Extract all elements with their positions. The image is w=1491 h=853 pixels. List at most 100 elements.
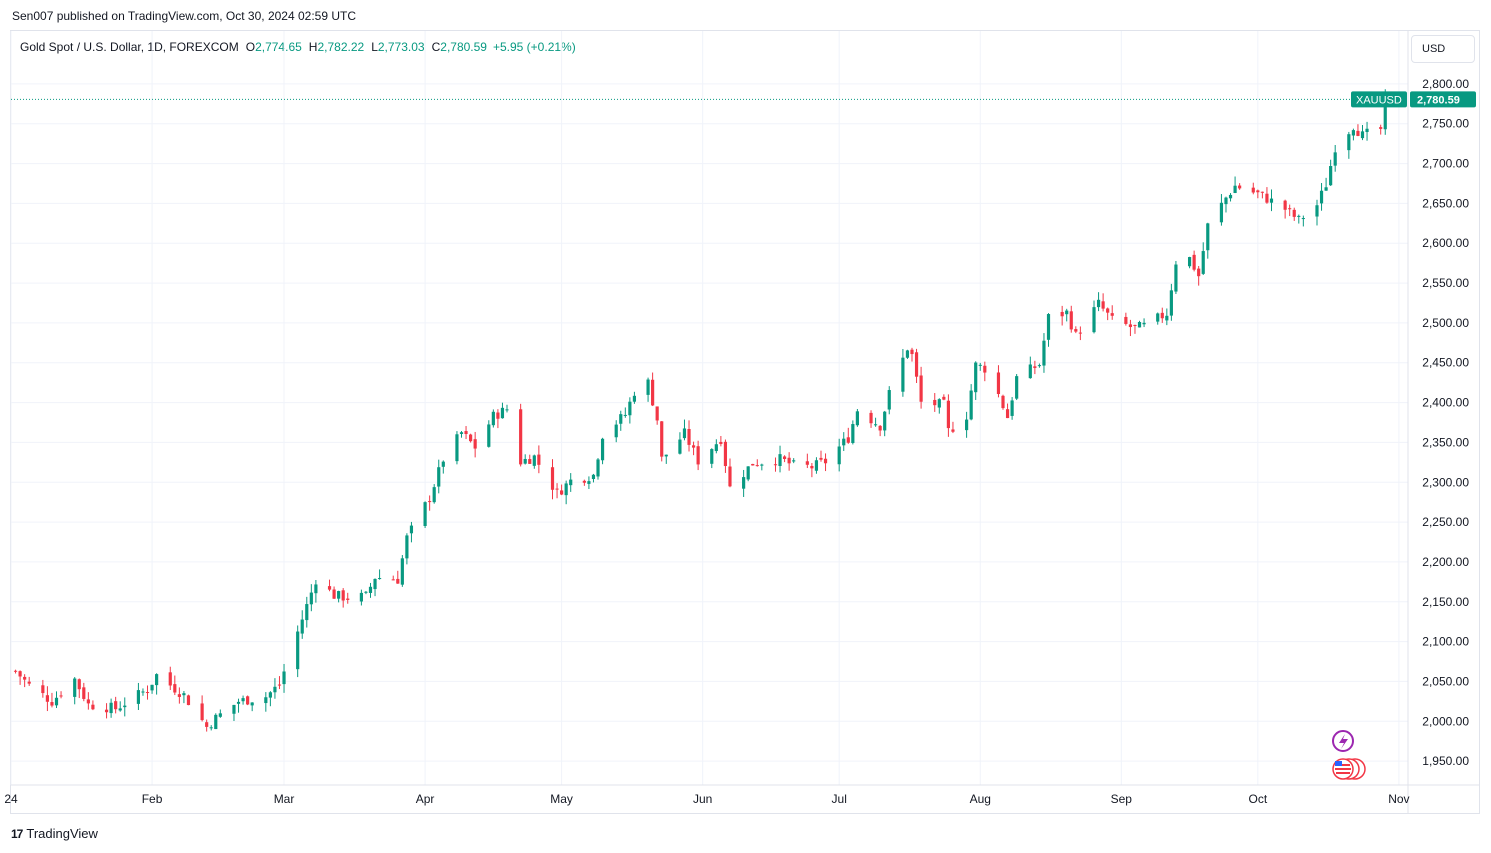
last-price-label: 2,780.59	[1417, 94, 1460, 106]
price-tick-label: 2,100.00	[1422, 635, 1469, 649]
candle-body	[933, 399, 937, 406]
candle-body	[1037, 365, 1042, 367]
candle-body	[205, 722, 209, 727]
tradingview-logo[interactable]: 17 TradingView	[11, 826, 98, 841]
candle	[619, 410, 623, 431]
candle	[1005, 403, 1010, 419]
legend-change: +5.95 (+0.21%)	[492, 40, 576, 54]
candle-body	[150, 684, 154, 691]
candle	[246, 695, 250, 706]
candle-body	[1288, 208, 1292, 210]
candle	[141, 688, 145, 696]
candle-body	[528, 459, 532, 464]
candle-body	[646, 379, 650, 395]
price-tick-label: 2,800.00	[1422, 77, 1469, 91]
candle	[933, 393, 937, 412]
candle	[500, 402, 505, 419]
legend-open-value: 2,774.65	[255, 40, 302, 54]
candle	[1292, 207, 1296, 221]
candle-body	[582, 480, 586, 483]
candle	[1379, 124, 1383, 135]
candle-body	[660, 421, 664, 457]
time-tick-label: Mar	[274, 792, 295, 806]
candle	[136, 682, 141, 711]
candle	[855, 408, 859, 427]
candle	[1133, 324, 1137, 334]
candle-body	[910, 349, 914, 355]
candle-body	[491, 411, 495, 426]
lightning-icon[interactable]	[1332, 730, 1354, 752]
candle	[655, 406, 659, 425]
candle-body	[855, 411, 859, 426]
candle	[564, 480, 568, 505]
candle-body	[296, 631, 300, 670]
candle	[555, 483, 559, 499]
candle-body	[327, 586, 332, 590]
candle	[27, 676, 31, 686]
candle-body	[614, 424, 618, 438]
candle	[651, 372, 655, 407]
candle	[914, 348, 919, 383]
price-axis: 1,950.00 2,000.00 2,050.00 2,100.00 2,150.00…	[1407, 31, 1469, 813]
candle-body	[965, 419, 969, 431]
candle	[496, 409, 500, 429]
candle-body	[1065, 310, 1069, 315]
candle-body	[883, 411, 887, 431]
candle-body	[1292, 209, 1296, 217]
price-tick-label: 1,950.00	[1422, 754, 1469, 768]
candle	[1269, 189, 1274, 212]
candle	[13, 669, 18, 674]
candle-body	[123, 705, 127, 708]
candle-body	[23, 676, 27, 680]
candle-body	[1174, 264, 1178, 292]
candle	[1142, 318, 1146, 328]
candle	[305, 596, 309, 628]
candle-body	[714, 444, 718, 452]
candle	[400, 555, 404, 587]
candle	[1297, 214, 1301, 224]
candle	[250, 702, 254, 712]
tradingview-mark-icon: 17	[11, 826, 23, 841]
candle	[18, 670, 22, 685]
candle	[1251, 182, 1255, 195]
candle-body	[423, 502, 427, 527]
candle	[814, 457, 819, 474]
candle-body	[1106, 308, 1110, 313]
candle-body	[1128, 324, 1133, 328]
candle	[1315, 199, 1319, 226]
candle	[582, 479, 586, 486]
candle-body	[1315, 205, 1319, 217]
candle	[145, 685, 150, 700]
candle-body	[1197, 268, 1201, 277]
candle-body	[623, 414, 627, 416]
candle-body	[1187, 257, 1192, 267]
candle-body	[1301, 218, 1305, 220]
candle	[23, 674, 27, 688]
legend-open: O2,774.65	[246, 40, 302, 54]
candle	[1206, 222, 1210, 259]
candle	[232, 704, 236, 721]
candle	[1156, 312, 1160, 325]
candle	[209, 725, 213, 731]
candle-body	[564, 483, 568, 496]
candle	[1074, 326, 1078, 334]
candle	[469, 433, 473, 443]
candle-body	[91, 704, 95, 710]
candle-body	[937, 399, 941, 408]
candle-body	[505, 409, 509, 411]
candle	[1046, 313, 1051, 347]
candle-body	[537, 454, 541, 465]
currency-button[interactable]: USD	[1411, 35, 1475, 63]
candle	[282, 663, 286, 693]
candle	[760, 463, 764, 471]
candle-body	[1092, 307, 1096, 333]
candle	[45, 686, 49, 712]
candle	[751, 463, 755, 466]
candle-body	[687, 429, 691, 445]
candle-body	[696, 446, 700, 465]
candle-body	[264, 697, 268, 704]
candle-body	[532, 455, 536, 466]
legend-close-label: C	[431, 40, 441, 54]
us-flag-icon[interactable]	[1332, 758, 1366, 780]
